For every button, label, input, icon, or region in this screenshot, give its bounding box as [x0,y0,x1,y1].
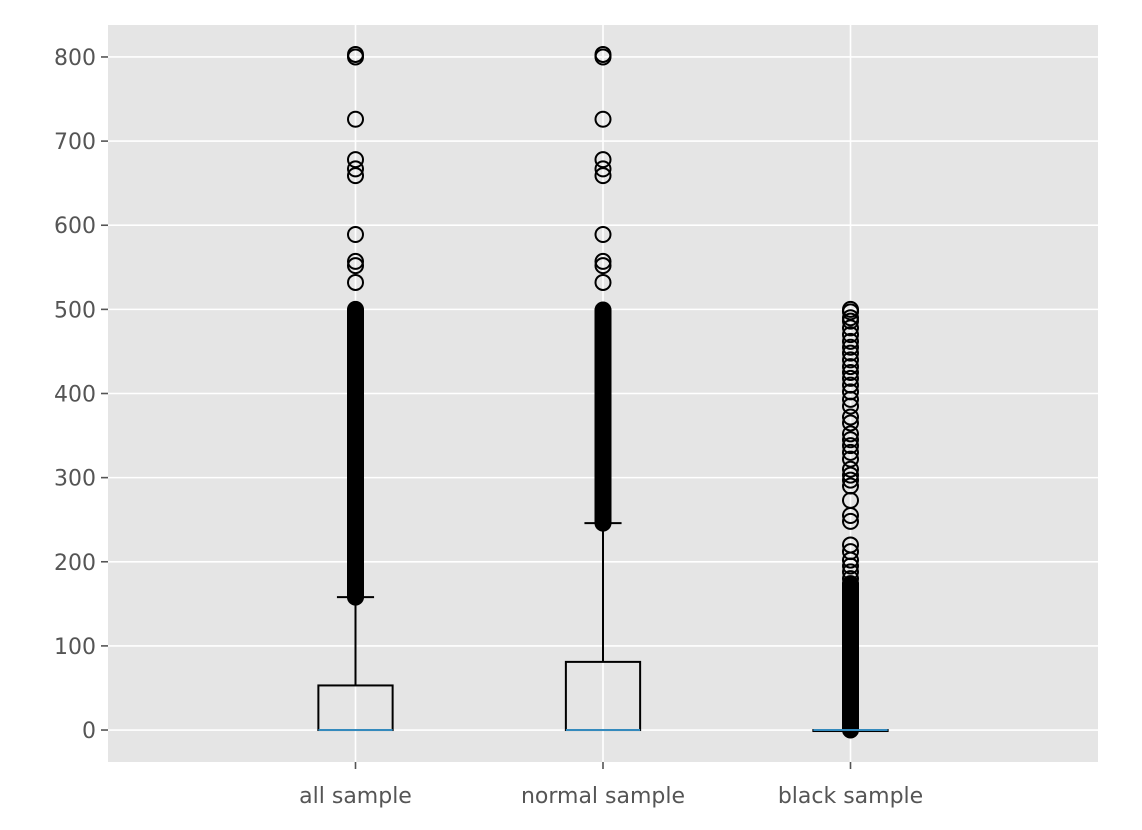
outlier-point [842,471,859,489]
y-tick-label: 100 [54,635,96,660]
outlier-point [842,443,859,461]
y-tick-label: 400 [54,383,96,408]
x-axis: all sample normal sample black sample [299,762,923,809]
box-group [812,300,889,739]
y-tick-label: 0 [82,719,96,744]
outlier-point [842,570,859,588]
outlier-point [842,450,859,468]
outlier-point [842,408,859,426]
outlier-point [842,383,859,401]
x-tick-label: all sample [299,784,412,809]
outlier-point [842,425,859,443]
outlier-point [842,344,859,362]
outlier-point [594,225,612,243]
outlier-point [347,110,364,128]
outlier-point [842,338,859,356]
outlier-point [842,363,859,381]
outlier-point [347,252,364,270]
y-tick-label: 800 [54,46,96,71]
outlier-point [594,301,612,319]
y-tick-label: 600 [54,214,96,239]
outlier-point [594,160,612,178]
outlier-point [347,151,364,169]
x-tick-label: black sample [778,784,923,809]
outlier-point [594,257,612,275]
outlier-point [594,252,612,270]
y-tick-label: 500 [54,298,96,323]
outlier-point [842,300,859,318]
outlier-point [842,512,859,530]
outlier-point [347,225,364,243]
outlier-point [594,45,612,63]
outlier-point [842,414,859,432]
outlier-point [842,563,859,581]
outlier-point [347,300,364,318]
outlier-point [842,358,859,376]
y-tick-label: 300 [54,467,96,492]
box-group [564,45,642,732]
outlier-point [842,575,859,593]
outlier-point [842,332,859,350]
outlier-point [842,431,859,449]
outlier-point [347,273,364,291]
outlier-point [842,536,859,554]
y-tick-label: 200 [54,551,96,576]
outlier-point [842,376,859,394]
outlier-point [842,460,859,478]
outlier-point [594,110,612,128]
boxes [317,45,889,739]
outlier-point [347,45,364,63]
outlier-point [842,309,859,327]
outlier-point [594,151,612,169]
outlier-point [842,351,859,369]
outlier-point [842,437,859,455]
x-tick-label: normal sample [521,784,685,809]
outlier-point [842,543,859,561]
outlier-point [842,369,859,387]
outlier-point [594,273,612,291]
outlier-point [842,477,859,495]
outlier-point [842,326,859,344]
outlier-point [347,257,364,275]
box-group [317,45,394,732]
outlier-point [347,160,364,178]
y-tick-label: 700 [54,130,96,155]
y-axis: 0 100 200 300 400 500 600 700 800 [54,46,108,744]
